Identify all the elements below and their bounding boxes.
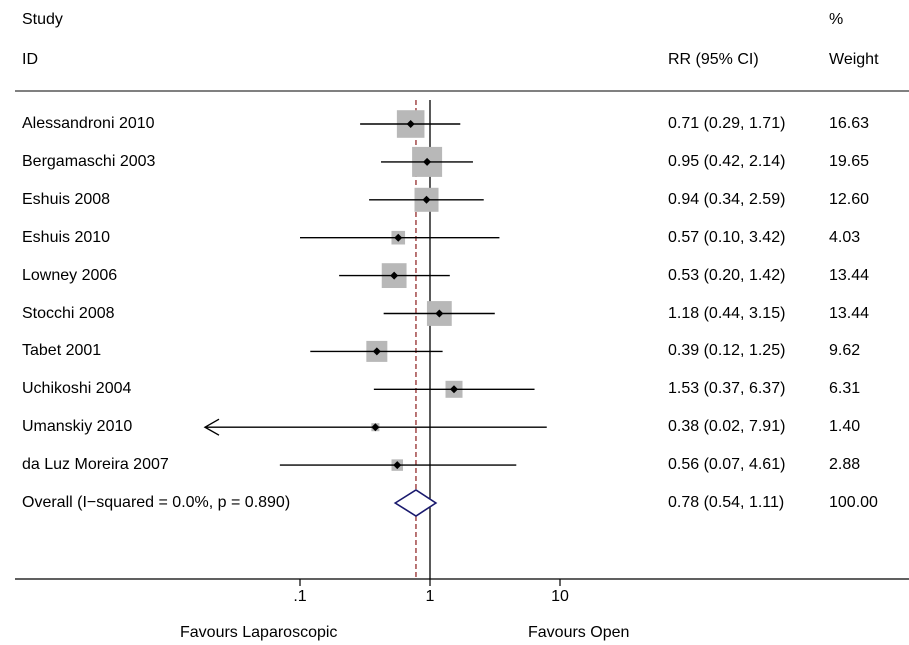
weight-text: 19.65	[829, 152, 870, 170]
study-label: Lowney 2006	[22, 266, 118, 284]
study-label: Eshuis 2008	[22, 190, 111, 208]
weight-header-line2: Weight	[829, 51, 879, 68]
ci-text: 0.39 (0.12, 1.25)	[668, 342, 786, 360]
footer-right-label: Favours Open	[528, 624, 630, 641]
axis-tick-label: 1	[425, 588, 435, 605]
ci-text: 0.95 (0.42, 2.14)	[668, 152, 786, 170]
ci-arrow	[203, 418, 220, 436]
axis-tick-label: 10	[551, 588, 569, 605]
overall-diamond	[393, 489, 438, 517]
study-label: da Luz Moreira 2007	[22, 456, 169, 474]
study-label: Bergamaschi 2003	[22, 152, 156, 170]
weight-text: 4.03	[829, 228, 861, 246]
weight-text: 13.44	[829, 304, 870, 322]
point-estimate-marker	[435, 309, 444, 318]
ci-text: 1.18 (0.44, 3.15)	[668, 304, 786, 322]
overall-ci-text: 0.78 (0.54, 1.11)	[668, 494, 785, 511]
overall-label: Overall (I−squared = 0.0%, p = 0.890)	[22, 494, 291, 511]
weight-text: 9.62	[829, 342, 861, 360]
ci-text: 0.94 (0.34, 2.59)	[668, 190, 786, 208]
ci-text: 0.71 (0.29, 1.71)	[668, 115, 786, 132]
ci-text: 0.56 (0.07, 4.61)	[668, 456, 786, 474]
study-header-line1: Study	[22, 11, 63, 28]
ci-header: RR (95% CI)	[668, 51, 759, 68]
point-estimate-marker	[406, 120, 415, 128]
weight-text: 1.40	[829, 418, 861, 436]
overall-weight-text: 100.00	[829, 494, 878, 511]
study-label: Alessandroni 2010	[22, 115, 155, 132]
point-estimate-marker	[423, 157, 432, 166]
study-label: Eshuis 2010	[22, 228, 111, 246]
ci-text: 0.38 (0.02, 7.91)	[668, 418, 786, 436]
point-estimate-marker	[394, 233, 403, 242]
weight-text: 6.31	[829, 380, 861, 398]
point-estimate-marker	[422, 195, 431, 204]
ci-text: 0.53 (0.20, 1.42)	[668, 266, 786, 284]
study-label: Tabet 2001	[22, 342, 102, 360]
study-label: Stocchi 2008	[22, 304, 115, 322]
weight-header-line1: %	[829, 11, 844, 28]
point-estimate-marker	[393, 461, 402, 470]
weight-text: 12.60	[829, 190, 870, 208]
study-label: Umanskiy 2010	[22, 418, 133, 436]
point-estimate-marker	[372, 347, 381, 356]
ci-text: 0.57 (0.10, 3.42)	[668, 228, 786, 246]
weight-text: 16.63	[829, 115, 870, 132]
point-estimate-marker	[390, 271, 399, 280]
study-header-line2: ID	[22, 51, 38, 68]
axis-tick-label: .1	[293, 588, 307, 605]
point-estimate-marker	[371, 423, 380, 432]
weight-text: 13.44	[829, 266, 870, 284]
point-estimate-marker	[450, 385, 459, 394]
study-label: Uchikoshi 2004	[22, 380, 132, 398]
weight-text: 2.88	[829, 456, 861, 474]
ci-text: 1.53 (0.37, 6.37)	[668, 380, 786, 398]
footer-left-label: Favours Laparoscopic	[180, 624, 338, 641]
